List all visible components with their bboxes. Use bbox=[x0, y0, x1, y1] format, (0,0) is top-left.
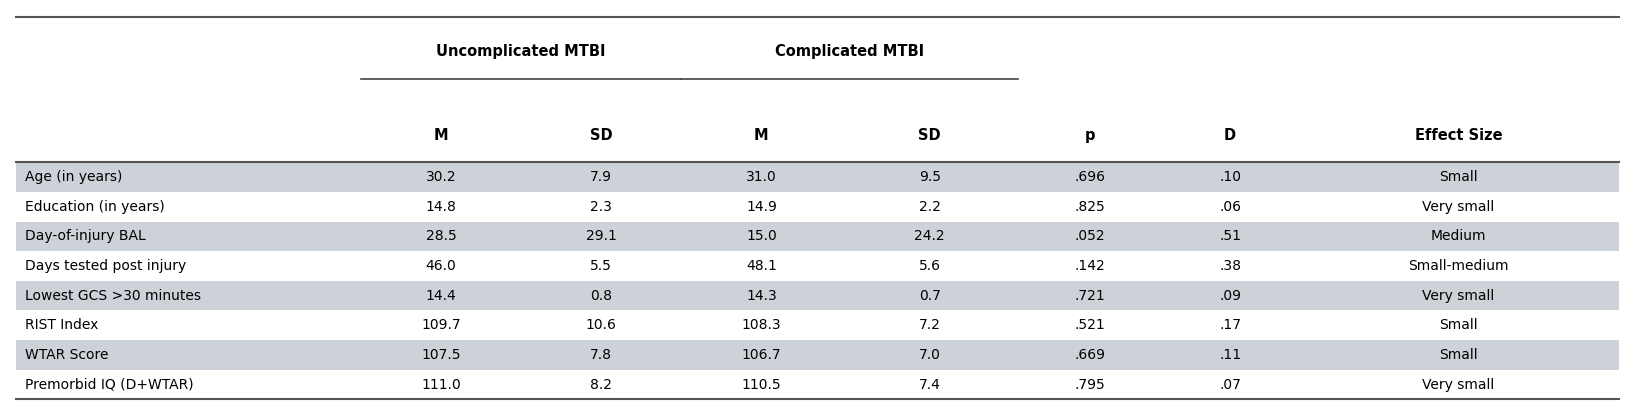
Text: 7.9: 7.9 bbox=[590, 170, 611, 184]
Text: 2.3: 2.3 bbox=[590, 200, 611, 214]
Bar bbox=[16, 221, 1619, 251]
Text: 46.0: 46.0 bbox=[425, 259, 456, 273]
Text: Small-medium: Small-medium bbox=[1408, 259, 1509, 273]
Text: .721: .721 bbox=[1074, 289, 1105, 302]
Text: Effect Size: Effect Size bbox=[1414, 128, 1503, 143]
Text: 14.4: 14.4 bbox=[425, 289, 456, 302]
Text: 10.6: 10.6 bbox=[585, 318, 616, 332]
Text: .521: .521 bbox=[1074, 318, 1105, 332]
Text: Day-of-injury BAL: Day-of-injury BAL bbox=[25, 229, 146, 243]
Text: 24.2: 24.2 bbox=[914, 229, 945, 243]
Text: .17: .17 bbox=[1220, 318, 1241, 332]
Text: 111.0: 111.0 bbox=[422, 378, 461, 391]
Text: Very small: Very small bbox=[1422, 378, 1494, 391]
Text: .51: .51 bbox=[1220, 229, 1241, 243]
Text: 14.8: 14.8 bbox=[425, 200, 456, 214]
Text: M: M bbox=[754, 128, 768, 143]
Text: Small: Small bbox=[1439, 348, 1478, 362]
Text: 110.5: 110.5 bbox=[742, 378, 782, 391]
Bar bbox=[16, 340, 1619, 370]
Bar bbox=[16, 310, 1619, 340]
Text: Very small: Very small bbox=[1422, 289, 1494, 302]
Text: 109.7: 109.7 bbox=[422, 318, 461, 332]
Text: Complicated MTBI: Complicated MTBI bbox=[775, 44, 924, 59]
Text: 15.0: 15.0 bbox=[746, 229, 777, 243]
Text: p: p bbox=[1084, 128, 1095, 143]
Text: 14.3: 14.3 bbox=[746, 289, 777, 302]
Text: SD: SD bbox=[919, 128, 942, 143]
Bar bbox=[16, 370, 1619, 399]
Text: Small: Small bbox=[1439, 170, 1478, 184]
Text: 5.6: 5.6 bbox=[919, 259, 940, 273]
Text: 0.7: 0.7 bbox=[919, 289, 940, 302]
Text: Small: Small bbox=[1439, 318, 1478, 332]
Text: 9.5: 9.5 bbox=[919, 170, 940, 184]
Text: .795: .795 bbox=[1074, 378, 1105, 391]
Text: 30.2: 30.2 bbox=[425, 170, 456, 184]
Text: 8.2: 8.2 bbox=[590, 378, 611, 391]
Text: 28.5: 28.5 bbox=[425, 229, 456, 243]
Text: 5.5: 5.5 bbox=[590, 259, 611, 273]
Text: WTAR Score: WTAR Score bbox=[25, 348, 108, 362]
Bar bbox=[16, 251, 1619, 281]
Text: .669: .669 bbox=[1074, 348, 1105, 362]
Text: 14.9: 14.9 bbox=[746, 200, 777, 214]
Text: .06: .06 bbox=[1220, 200, 1241, 214]
Text: SD: SD bbox=[590, 128, 613, 143]
Text: Days tested post injury: Days tested post injury bbox=[25, 259, 186, 273]
Bar bbox=[16, 162, 1619, 192]
Text: 31.0: 31.0 bbox=[746, 170, 777, 184]
Text: 48.1: 48.1 bbox=[746, 259, 777, 273]
Text: 29.1: 29.1 bbox=[585, 229, 616, 243]
Text: Lowest GCS >30 minutes: Lowest GCS >30 minutes bbox=[25, 289, 201, 302]
Text: .38: .38 bbox=[1220, 259, 1241, 273]
Text: 106.7: 106.7 bbox=[742, 348, 782, 362]
Text: .10: .10 bbox=[1220, 170, 1241, 184]
Text: .142: .142 bbox=[1074, 259, 1105, 273]
Text: 7.2: 7.2 bbox=[919, 318, 940, 332]
Text: Medium: Medium bbox=[1431, 229, 1486, 243]
Text: .09: .09 bbox=[1220, 289, 1241, 302]
Text: .11: .11 bbox=[1220, 348, 1241, 362]
Text: Education (in years): Education (in years) bbox=[25, 200, 164, 214]
Text: 7.4: 7.4 bbox=[919, 378, 940, 391]
Text: Uncomplicated MTBI: Uncomplicated MTBI bbox=[437, 44, 607, 59]
Text: 0.8: 0.8 bbox=[590, 289, 611, 302]
Text: .07: .07 bbox=[1220, 378, 1241, 391]
Text: M: M bbox=[433, 128, 448, 143]
Text: Premorbid IQ (D+WTAR): Premorbid IQ (D+WTAR) bbox=[25, 378, 193, 391]
Text: RIST Index: RIST Index bbox=[25, 318, 98, 332]
Text: 7.0: 7.0 bbox=[919, 348, 940, 362]
Text: 108.3: 108.3 bbox=[742, 318, 782, 332]
Text: Very small: Very small bbox=[1422, 200, 1494, 214]
Text: 2.2: 2.2 bbox=[919, 200, 940, 214]
Text: 7.8: 7.8 bbox=[590, 348, 611, 362]
Text: .052: .052 bbox=[1074, 229, 1105, 243]
Bar bbox=[16, 281, 1619, 310]
Text: 107.5: 107.5 bbox=[422, 348, 461, 362]
Text: Age (in years): Age (in years) bbox=[25, 170, 123, 184]
Text: .696: .696 bbox=[1074, 170, 1105, 184]
Bar bbox=[16, 192, 1619, 221]
Text: D: D bbox=[1225, 128, 1236, 143]
Text: .825: .825 bbox=[1074, 200, 1105, 214]
